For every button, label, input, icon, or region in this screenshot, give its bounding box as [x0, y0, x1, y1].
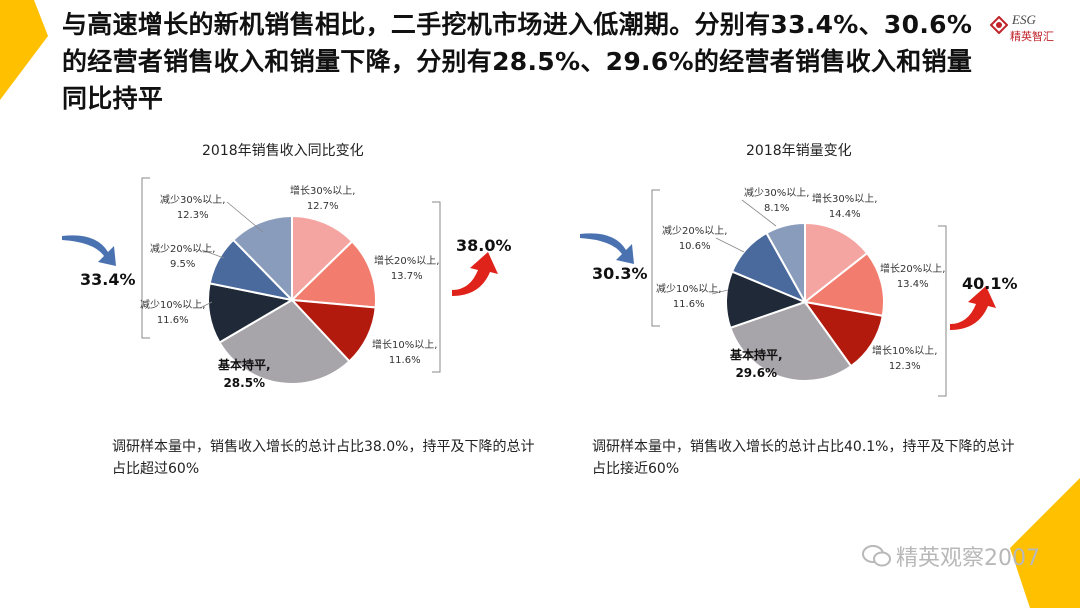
logo-icon: [990, 16, 1008, 34]
chart1-pie-slice: [218, 298, 351, 385]
chart1-title: 2018年销售收入同比变化: [202, 143, 364, 159]
page-title: 与高速增长的新机销售相比，二手挖机市场进入低潮期。分别有33.4%、30.6%的…: [62, 10, 973, 113]
chart1-caption: 调研样本量中，销售收入增长的总计占比38.0%，持平及下降的总计占比超过60%: [112, 439, 535, 477]
wechat-icon: [862, 545, 891, 567]
chart2-decrease-arrow-icon: [580, 233, 634, 264]
chart2-slice-label: 减少10%以上, 11.6%: [656, 284, 722, 310]
chart2-leader-line: [715, 237, 745, 253]
chart1-slice-label: 基本持平, 28.5%: [218, 358, 271, 390]
watermark: 精英观察2007: [862, 540, 1040, 572]
chart2-caption: 调研样本量中，销售收入增长的总计占比40.1%，持平及下降的总计占比接近60%: [592, 439, 1015, 477]
chart1-slice-label: 减少10%以上, 11.6%: [140, 300, 206, 326]
chart1-pie-slice: [291, 214, 354, 303]
watermark-text: 精英观察2007: [896, 546, 1040, 571]
chart2-leader-line: [711, 289, 729, 295]
chart2-decrease-bracket: [651, 189, 660, 327]
chart1-slice-label: 增长10%以上, 11.6%: [372, 340, 438, 366]
chart2-slice-label: 基本持平, 29.6%: [730, 348, 783, 380]
chart2-increase-arrow-icon: [950, 286, 996, 330]
chart2-slice-label: 增长30%以上, 14.4%: [812, 194, 878, 220]
corner-triangle-top-left: [0, 0, 48, 100]
chart2-pie-slice: [765, 221, 806, 306]
chart1-slice-label: 减少20%以上, 9.5%: [150, 244, 216, 270]
chart2-increase-bracket: [938, 225, 947, 397]
chart2-pie-slice: [802, 251, 885, 317]
chart1-leader-line: [201, 249, 225, 259]
chart1-slice-label: 增长30%以上, 12.7%: [290, 186, 356, 212]
chart2-pie: [725, 221, 885, 382]
chart1-pie-slice: [289, 239, 377, 309]
chart1-pie-slice: [231, 214, 293, 303]
chart1-decrease-bracket: [141, 177, 150, 339]
chart2-slice-label: 增长10%以上, 12.3%: [872, 346, 938, 372]
chart1-slice-label: 减少30%以上, 12.3%: [160, 195, 226, 221]
chart2-leader-line: [741, 199, 777, 227]
chart1-decrease-arrow-icon: [62, 235, 116, 266]
logo: ESG 精英智汇: [988, 12, 1070, 46]
chart2-slice-label: 减少30%以上, 8.1%: [744, 188, 810, 214]
chart1-pie: [207, 214, 377, 385]
chart1-increase-total: 38.0%: [456, 236, 512, 255]
chart1-increase-bracket: [432, 201, 441, 373]
logo-mark: ESG: [1012, 12, 1036, 27]
chart2-increase-total: 40.1%: [962, 274, 1018, 293]
chart1-slice-label: 增长20%以上, 13.7%: [374, 256, 440, 282]
logo-name: 精英智汇: [1010, 30, 1054, 43]
corner-triangle-bottom-right: [1010, 478, 1080, 608]
chart1-decrease-total: 33.4%: [80, 270, 136, 289]
chart2-pie-slice: [804, 221, 869, 305]
chart2-slice-label: 增长20%以上, 13.4%: [880, 264, 946, 290]
chart2-pie-slice: [729, 300, 853, 382]
chart1-pie-slice: [207, 282, 295, 344]
chart1-leader-line: [226, 201, 264, 233]
chart1-increase-arrow-icon: [452, 252, 498, 296]
chart2-decrease-total: 30.3%: [592, 264, 648, 283]
chart2-title: 2018年销量变化: [746, 143, 852, 159]
chart2-pie-slice: [802, 300, 884, 368]
chart1-leader-line: [199, 301, 213, 309]
chart2-slice-label: 减少20%以上, 10.6%: [662, 226, 728, 252]
chart1-pie-slice: [289, 298, 377, 363]
